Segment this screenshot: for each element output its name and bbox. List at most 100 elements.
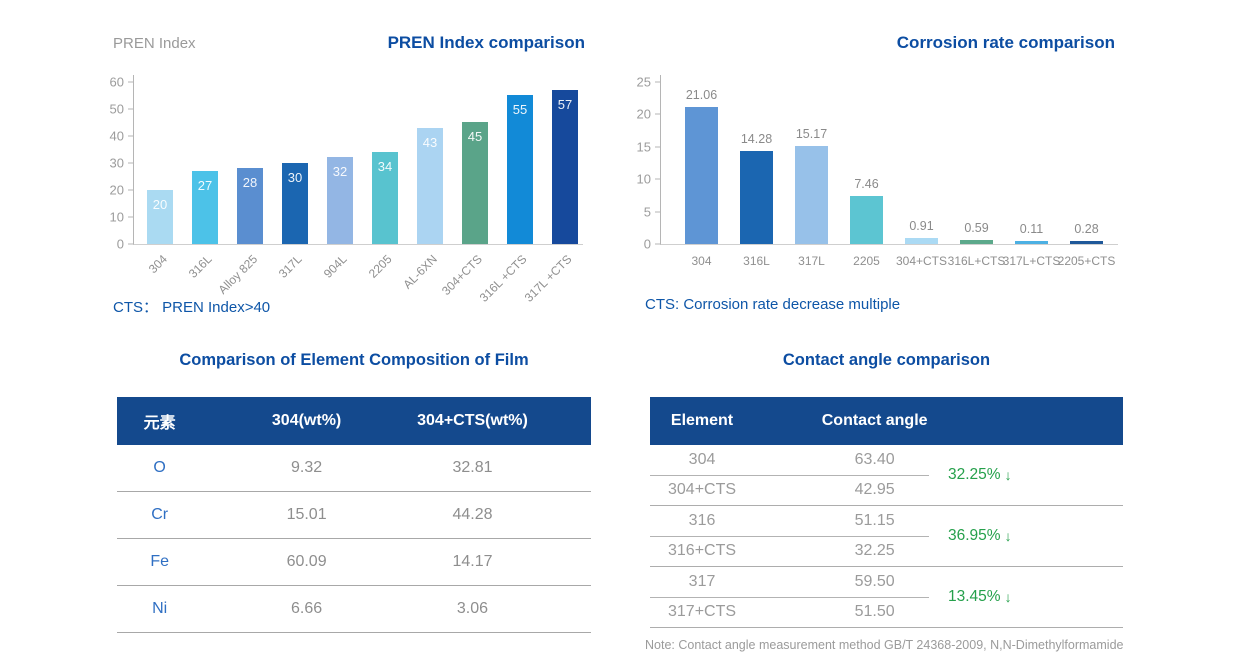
bar-slot: 55 316L +CTS <box>477 75 533 305</box>
bar: 0.59 <box>960 221 993 244</box>
decrease-percentage: 13.45% ↓ <box>948 588 1012 606</box>
y-tick-mark <box>655 81 660 83</box>
bar-value-label: 45 <box>467 129 483 145</box>
bar-value-label: 0.59 <box>964 221 989 236</box>
x-tick-label: 2205 <box>853 254 880 268</box>
corrosion-bars: 21.06 304 14.28 316L 15.17 317L 7.46 2205 0.91 30… <box>661 75 1118 268</box>
bar: 57 <box>552 89 578 244</box>
table-row: 304 63.40 <box>650 445 1123 475</box>
y-tick-mark <box>128 135 133 137</box>
element-name-cell: 304+CTS <box>668 481 737 498</box>
decrease-percentage: 32.25% ↓ <box>948 466 1012 484</box>
y-tick: 40 <box>110 128 133 143</box>
x-tick-label: 317L <box>798 254 825 268</box>
bar: 21.06 <box>685 88 718 244</box>
y-tick-mark <box>128 243 133 245</box>
bar: 20 <box>147 189 173 244</box>
table-row: O 9.32 32.81 <box>117 445 591 492</box>
element-composition-table: 元素 304(wt%) 304+CTS(wt%) O 9.32 32.81 Cr 15.01… <box>117 397 591 633</box>
value-cell: 32.25 <box>854 542 895 559</box>
table-row: Cr 15.01 44.28 <box>117 492 591 539</box>
corrosion-rate-bar-chart: 0 5 10 15 20 25 21.06 304 14.28 316L 15.17 317L 7.4… <box>637 74 1118 268</box>
row-separator <box>650 536 930 537</box>
y-tick-label: 20 <box>109 182 124 198</box>
bar: 30 <box>282 162 308 244</box>
y-tick-label: 5 <box>643 204 651 220</box>
y-tick-mark <box>655 211 660 213</box>
x-tick-label: 904L <box>321 252 350 281</box>
bar: 7.46 <box>850 177 883 244</box>
y-tick: 30 <box>110 155 133 170</box>
down-arrow-icon: ↓ <box>1004 528 1012 544</box>
x-tick-label: 317L+CTS <box>1002 254 1061 268</box>
value-cell: 59.50 <box>854 573 895 590</box>
y-tick: 50 <box>110 101 133 116</box>
down-arrow-icon: ↓ <box>1004 589 1012 605</box>
bar-slot: 14.28 316L <box>740 75 773 268</box>
table-body: 304 63.40 304+CTS 42.95 32.25% ↓ 316 51.15 316+C… <box>650 445 1123 628</box>
bar-value-label: 20 <box>152 196 168 212</box>
element-name-cell: 316+CTS <box>668 542 737 559</box>
bar-value-label: 30 <box>287 169 303 185</box>
bar-slot: 0.11 317L+CTS <box>1003 75 1061 268</box>
y-tick: 5 <box>644 204 660 219</box>
table-group: 304 63.40 304+CTS 42.95 32.25% ↓ <box>650 445 1123 506</box>
bar: 0.11 <box>1015 222 1048 244</box>
element-name-cell: O <box>153 459 166 476</box>
header-cell: Contact angle <box>821 412 928 429</box>
x-tick-label: 316L +CTS <box>477 252 530 305</box>
bar-value-label: 28 <box>242 175 258 191</box>
y-tick: 60 <box>110 74 133 89</box>
decrease-percentage: 36.95% ↓ <box>948 527 1012 545</box>
x-tick-label: AL-6XN <box>400 252 440 292</box>
header-cell: 元素 <box>143 415 176 432</box>
y-tick-mark <box>128 108 133 110</box>
decrease-value: 36.95% <box>947 527 1001 544</box>
y-tick-label: 50 <box>109 101 124 117</box>
bar-value-label: 0.28 <box>1074 222 1099 236</box>
header-cell: 304(wt%) <box>271 412 342 429</box>
down-arrow-icon: ↓ <box>1004 467 1012 483</box>
y-tick: 15 <box>637 139 660 154</box>
value-cell: 63.40 <box>854 451 895 468</box>
value-cell: 60.09 <box>286 553 327 570</box>
bar-slot: 27 316L <box>186 75 218 281</box>
y-tick-mark <box>128 81 133 83</box>
table-row: 317 59.50 <box>650 567 1123 597</box>
bar-slot: 45 304+CTS <box>439 75 488 298</box>
element-name-cell: Fe <box>150 553 169 570</box>
element-name-cell: 317+CTS <box>668 603 737 620</box>
value-cell: 51.15 <box>854 512 895 529</box>
y-tick-label: 10 <box>636 171 651 187</box>
x-tick-label: 316L <box>186 252 215 281</box>
bar-slot: 7.46 2205 <box>850 75 883 268</box>
value-cell: 14.17 <box>452 553 493 570</box>
bar: 55 <box>507 95 533 244</box>
row-separator <box>650 475 930 476</box>
y-tick: 20 <box>110 182 133 197</box>
y-tick-label: 60 <box>109 74 124 90</box>
bar-slot: 30 317L <box>276 75 308 281</box>
x-tick-label: 304 <box>145 252 170 277</box>
x-tick-label: 304+CTS <box>438 252 485 298</box>
bar-value-label: 32 <box>332 164 348 180</box>
bar-slot: 32 904L <box>321 75 353 281</box>
element-name-cell: 304 <box>688 451 716 468</box>
x-tick-label: 317L +CTS <box>522 252 575 305</box>
bar-slot: 21.06 304 <box>685 75 718 268</box>
y-tick-mark <box>128 216 133 218</box>
table-row: 316+CTS 32.25 <box>650 536 1123 566</box>
bar: 32 <box>327 157 353 244</box>
bar: 45 <box>462 122 488 244</box>
bar: 27 <box>192 171 218 244</box>
bar: 43 <box>417 127 443 244</box>
value-cell: 9.32 <box>291 459 323 476</box>
bar: 28 <box>237 168 263 244</box>
value-cell: 3.06 <box>456 600 489 617</box>
table-row: Fe 60.09 14.17 <box>117 539 591 586</box>
pren-y-axis-title: PREN Index <box>113 35 196 52</box>
x-tick-label: 316L <box>743 254 770 268</box>
bar-value-label: 14.28 <box>740 132 773 147</box>
y-tick: 20 <box>637 107 660 122</box>
